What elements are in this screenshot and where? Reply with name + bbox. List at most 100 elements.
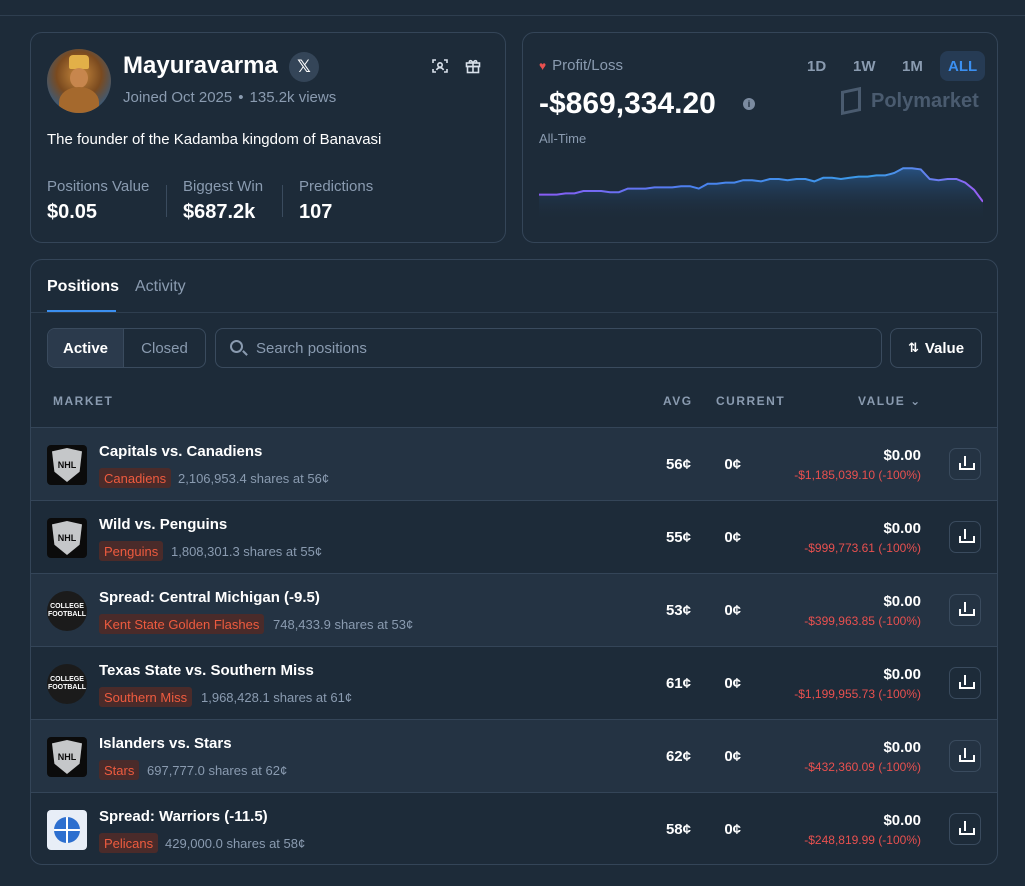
position-value: $0.00 <box>883 812 921 829</box>
tab-activity[interactable]: Activity <box>135 278 186 295</box>
share-icon <box>959 529 975 543</box>
search-icon <box>230 340 243 353</box>
profile-meta: Joined Oct 2025 • 135.2k views <box>123 89 337 106</box>
avg-price: 56¢ <box>665 456 691 473</box>
market-title[interactable]: Capitals vs. Canadiens <box>99 443 263 460</box>
x-logo-icon[interactable]: 𝕏 <box>289 52 319 82</box>
stat-value: $687.2k <box>183 201 256 223</box>
username: Mayuravarma <box>123 52 278 79</box>
outcome-badge: Stars <box>99 760 140 780</box>
top-divider <box>0 15 1025 16</box>
outcome-badge: Canadiens <box>99 468 172 488</box>
shares-text: 1,808,301.3 shares at 55¢ <box>171 544 323 559</box>
stat-label: Predictions <box>299 178 374 195</box>
share-button[interactable] <box>949 740 981 772</box>
market-title[interactable]: Spread: Warriors (-11.5) <box>99 808 268 825</box>
outcome-badge: Pelicans <box>99 833 159 853</box>
college-football-logo-icon: COLLEGE FOOTBALL <box>47 591 87 631</box>
profile-bio: The founder of the Kadamba kingdom of Ba… <box>47 131 382 148</box>
table-row[interactable]: Spread: Warriors (-11.5) Pelicans 429,00… <box>31 792 997 864</box>
current-price: 0¢ <box>724 821 741 838</box>
current-price: 0¢ <box>724 748 741 765</box>
pnl-chart <box>539 167 983 221</box>
info-icon[interactable]: i <box>743 98 755 110</box>
position-pnl: -$1,199,955.73 (-100%) <box>794 687 921 701</box>
stat-divider <box>166 185 167 217</box>
column-current[interactable]: CURRENT <box>716 394 786 408</box>
current-price: 0¢ <box>724 675 741 692</box>
share-button[interactable] <box>949 594 981 626</box>
avg-price: 53¢ <box>665 602 691 619</box>
current-price: 0¢ <box>724 456 741 473</box>
current-price: 0¢ <box>724 602 741 619</box>
table-row[interactable]: NHL Islanders vs. Stars Stars 697,777.0 … <box>31 719 997 792</box>
pnl-period: All-Time <box>539 131 587 146</box>
position-pnl: -$1,185,039.10 (-100%) <box>794 468 921 482</box>
position-pnl: -$399,963.85 (-100%) <box>804 614 921 628</box>
share-button[interactable] <box>949 521 981 553</box>
polymarket-mark-icon <box>841 86 861 116</box>
market-title[interactable]: Spread: Central Michigan (-9.5) <box>99 589 320 606</box>
share-button[interactable] <box>949 813 981 845</box>
pnl-label: ♥ Profit/Loss <box>539 57 623 74</box>
shares-text: 2,106,953.4 shares at 56¢ <box>178 471 330 486</box>
market-title[interactable]: Islanders vs. Stars <box>99 735 232 752</box>
share-icon <box>959 821 975 835</box>
position-value: $0.00 <box>883 520 921 537</box>
chevron-down-icon: ⌄ <box>910 394 922 408</box>
range-1w[interactable]: 1W <box>853 57 876 75</box>
share-button[interactable] <box>949 667 981 699</box>
outcome-badge: Kent State Golden Flashes <box>99 614 265 634</box>
heart-icon: ♥ <box>539 59 547 73</box>
profile-card: Mayuravarma 𝕏 Joined Oct 2025 • 135.2k vie… <box>30 32 506 243</box>
outcome-badge: Southern Miss <box>99 687 193 707</box>
tab-positions[interactable]: Positions <box>47 278 120 295</box>
table-row[interactable]: COLLEGE FOOTBALL Spread: Central Michigan… <box>31 573 997 646</box>
table-row[interactable]: NHL Wild vs. Penguins Penguins 1,808,301… <box>31 500 997 573</box>
stat-label: Biggest Win <box>183 178 264 195</box>
position-pnl: -$999,773.61 (-100%) <box>804 541 921 555</box>
pnl-value: -$869,334.20 <box>539 87 716 120</box>
scan-icon[interactable] <box>429 55 451 77</box>
sort-icon: ⇅ <box>907 340 919 355</box>
range-1d[interactable]: 1D <box>807 57 827 75</box>
search-input[interactable] <box>256 329 856 367</box>
position-pnl: -$432,360.09 (-100%) <box>804 760 921 774</box>
shares-text: 429,000.0 shares at 58¢ <box>165 836 306 851</box>
filter-closed-button[interactable]: Closed <box>141 339 188 357</box>
tabs-divider <box>31 312 997 313</box>
profit-loss-card: ♥ Profit/Loss 1D 1W 1M ALL -$869,334.20 i… <box>522 32 998 243</box>
table-row[interactable]: NHL Capitals vs. Canadiens Canadiens 2,1… <box>31 427 997 500</box>
stat-label: Positions Value <box>47 178 150 195</box>
sort-button[interactable]: ⇅ Value <box>890 328 982 368</box>
positions-card: Positions Activity Active Closed ⇅Value … <box>30 259 998 865</box>
position-value: $0.00 <box>883 739 921 756</box>
column-value[interactable]: VALUE ⌄ <box>858 394 922 408</box>
outcome-badge: Penguins <box>99 541 164 561</box>
filter-active-button[interactable]: Active <box>48 329 125 367</box>
status-filter: Active Closed <box>47 328 206 368</box>
gift-icon[interactable] <box>462 55 484 77</box>
chart-area <box>539 168 983 221</box>
college-football-logo-icon: COLLEGE FOOTBALL <box>47 664 87 704</box>
active-tab-indicator <box>47 310 116 312</box>
table-row[interactable]: COLLEGE FOOTBALL Texas State vs. Southern… <box>31 646 997 719</box>
position-value: $0.00 <box>883 593 921 610</box>
avatar[interactable] <box>47 49 111 113</box>
column-avg[interactable]: AVG <box>663 394 693 408</box>
avg-price: 61¢ <box>665 675 691 692</box>
stat-value: $0.05 <box>47 201 98 223</box>
share-icon <box>959 748 975 762</box>
market-title[interactable]: Texas State vs. Southern Miss <box>99 662 314 679</box>
range-1m[interactable]: 1M <box>902 57 923 75</box>
share-button[interactable] <box>949 448 981 480</box>
nhl-logo-icon: NHL <box>47 445 87 485</box>
range-all[interactable]: ALL <box>940 51 986 81</box>
column-market: MARKET <box>53 394 114 408</box>
share-icon <box>959 602 975 616</box>
polymarket-logo: Polymarket <box>841 86 979 116</box>
position-value: $0.00 <box>883 666 921 683</box>
nhl-logo-icon: NHL <box>47 518 87 558</box>
market-title[interactable]: Wild vs. Penguins <box>99 516 228 533</box>
share-icon <box>959 675 975 689</box>
